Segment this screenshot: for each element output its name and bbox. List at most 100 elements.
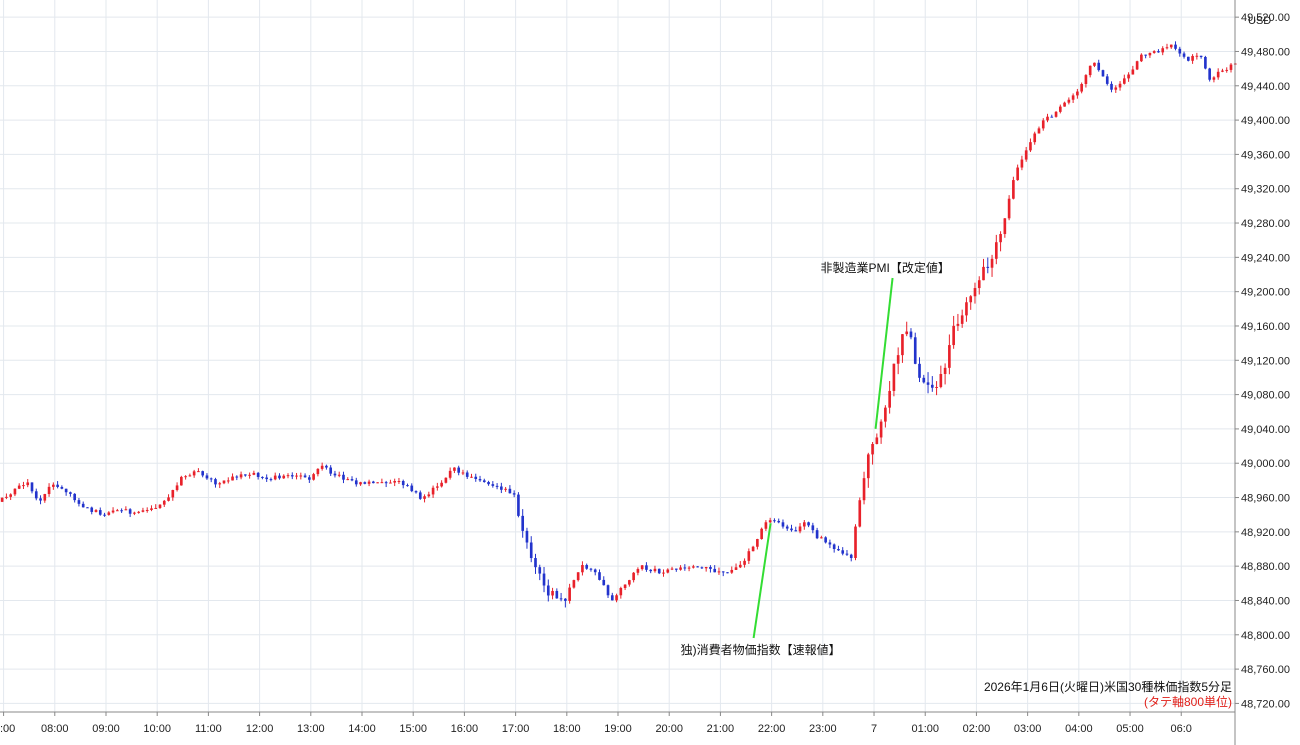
candle-body (734, 567, 738, 570)
candle-body (286, 475, 290, 477)
candle-body (1110, 83, 1113, 90)
candle-body (175, 485, 179, 491)
candle-body (487, 482, 490, 485)
candle-body (657, 568, 661, 574)
candle-body (154, 507, 158, 509)
candle-body (704, 567, 708, 569)
candle-body (700, 567, 704, 569)
candle-body (1101, 70, 1105, 77)
candle-body (973, 288, 977, 297)
candle-body (977, 280, 981, 289)
candle-body (13, 488, 17, 495)
time-tick-label: 18:00 (553, 723, 581, 735)
candle-body (34, 491, 38, 499)
candle-body (623, 584, 627, 588)
candle-body (1135, 61, 1139, 70)
candle-body (5, 496, 8, 498)
candle-body (1199, 55, 1203, 57)
candle-body (965, 302, 968, 316)
candle-body (1178, 48, 1182, 54)
candle-body (1229, 64, 1233, 70)
candle-body (747, 551, 751, 561)
candle-body (649, 569, 653, 572)
candle-body (60, 486, 64, 489)
candle-body (376, 482, 379, 484)
candle-body (120, 510, 123, 512)
candle-body (896, 355, 900, 364)
candle-body (508, 488, 512, 494)
candle-body (879, 421, 883, 438)
candle-body (410, 485, 414, 492)
candle-body (871, 443, 874, 455)
candle-body (397, 480, 401, 482)
price-tick-label: 49,080.00 (1241, 390, 1290, 402)
candle-body (453, 467, 456, 471)
candle-body (457, 467, 461, 473)
candle-body (888, 390, 891, 408)
candle-body (726, 572, 729, 574)
candle-body (845, 553, 849, 555)
candle-body (986, 266, 990, 268)
candle-body (295, 475, 298, 477)
candle-body (9, 494, 12, 497)
candle-body (730, 569, 734, 573)
candle-body (738, 564, 742, 568)
candle-body (401, 480, 405, 486)
candle-body (585, 565, 589, 569)
candle-body (589, 568, 593, 570)
candle-body (290, 475, 294, 477)
candle-body (81, 503, 85, 508)
candle-body (632, 572, 635, 581)
candle-body (1046, 116, 1049, 121)
candle-body (205, 475, 209, 479)
candle-body (192, 471, 196, 476)
candle-body (98, 510, 102, 515)
candle-body (1063, 102, 1066, 107)
time-tick-label: 04:00 (1065, 723, 1093, 735)
candle-body (1216, 71, 1220, 78)
candle-body (564, 598, 567, 601)
candles (0, 41, 1237, 608)
candle-body (602, 579, 606, 586)
candle-body (598, 572, 601, 580)
candle-body (807, 522, 810, 526)
candle-body (854, 526, 857, 558)
candle-body (359, 482, 362, 485)
candle-body (1118, 83, 1122, 88)
candle-body (692, 566, 695, 568)
candle-body (1152, 51, 1156, 53)
candle-body (1029, 142, 1032, 151)
candle-body (892, 363, 896, 391)
candle-body (448, 470, 452, 478)
candle-body (1020, 159, 1024, 168)
candle-body (22, 485, 25, 487)
candle-body (90, 507, 94, 512)
candle-body (828, 542, 832, 545)
candle-body (1088, 65, 1092, 76)
candle-body (832, 544, 836, 550)
candle-body (312, 474, 315, 480)
candle-body (529, 542, 533, 559)
candle-body (1037, 128, 1041, 134)
candle-body (960, 315, 964, 324)
candle-body (593, 569, 597, 573)
candle-body (116, 510, 119, 512)
candle-body (862, 478, 866, 501)
candle-body (841, 550, 845, 554)
candle-body (636, 569, 640, 573)
candle-body (1186, 56, 1190, 61)
candle-body (542, 573, 546, 586)
price-tick-label: 48,760.00 (1241, 664, 1290, 676)
candle-body (303, 475, 307, 478)
price-tick-label: 49,440.00 (1241, 81, 1290, 93)
candle-body (231, 476, 234, 481)
candle-body (184, 476, 187, 478)
time-tick-label: 21:00 (707, 723, 735, 735)
time-tick-label: 14:00 (348, 723, 376, 735)
candle-body (504, 488, 507, 490)
candle-body (1097, 62, 1101, 71)
candle-body (820, 537, 823, 539)
candle-body (687, 567, 691, 569)
candle-body (56, 484, 59, 487)
candle-body (103, 514, 106, 516)
